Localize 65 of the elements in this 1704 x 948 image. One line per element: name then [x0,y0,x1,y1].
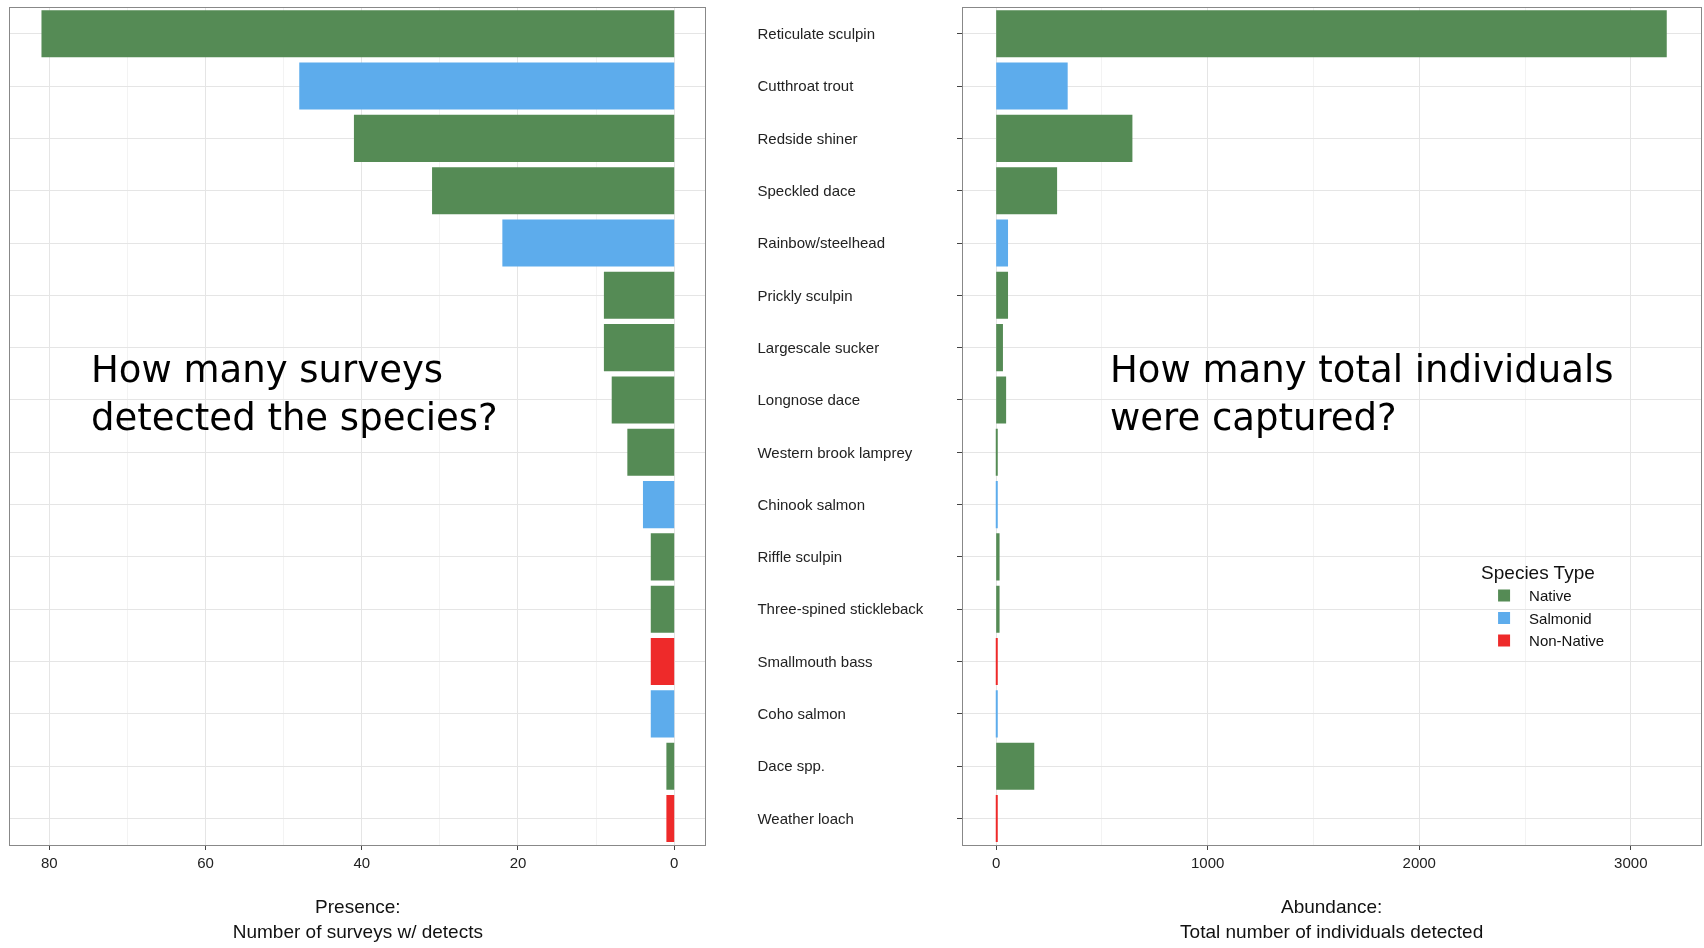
bar [650,585,675,633]
bar [353,114,675,162]
legend-label: Non-Native [1529,632,1605,650]
y-tick-label: Redside shiner [757,129,858,147]
bar [650,638,675,686]
bar [432,167,675,215]
y-tick-label: Smallmouth bass [757,652,873,670]
bar [995,638,998,686]
y-tick-label: Longnose dace [757,391,861,409]
x-tick-label: 0 [992,853,1001,871]
legend-label: Native [1529,587,1572,605]
bar [502,219,675,267]
annotation: How many total individuals were captured? [1110,348,1614,440]
x-tick-label: 2000 [1402,853,1436,871]
bar [996,533,1000,581]
x-tick-label: 60 [197,853,214,871]
x-tick-label: 0 [670,853,679,871]
y-tick-label: Coho salmon [757,705,846,723]
bar [996,114,1133,162]
x-tick-label: 1000 [1191,853,1225,871]
legend-label: Salmonid [1529,609,1592,627]
y-tick-label: Three-spined stickleback [757,600,924,618]
y-tick-label: Rainbow/steelhead [757,234,886,252]
bar [611,376,675,424]
y-tick-label: Chinook salmon [757,495,866,513]
bar [996,324,1003,372]
x-axis-title: Abundance: Total number of individuals detected [1180,896,1484,943]
y-tick-label: Speckled dace [757,181,856,199]
bar [603,271,675,319]
bar [995,690,998,738]
y-tick-label: Weather loach [757,809,854,827]
bar [996,10,1667,58]
bar [995,481,998,529]
y-tick-label: Dace spp. [757,757,825,775]
x-axis-title: Presence: Number of surveys w/ detects [232,896,483,943]
bar [996,219,1009,267]
y-tick-label: Riffle sculpin [757,548,843,566]
x-tick-label: 40 [353,853,371,871]
y-tick-label: Cutthroat trout [757,77,855,95]
y-tick-label: Western brook lamprey [757,443,913,461]
bar [299,62,675,110]
bar [996,62,1068,110]
bar [996,742,1035,790]
y-tick-label: Reticulate sculpin [757,24,876,42]
bar [627,428,675,476]
bar [996,376,1007,424]
bar [996,585,1000,633]
annotation: How many surveys detected the species? [91,348,498,440]
legend-title: Species Type [1481,562,1595,584]
bar [996,167,1058,215]
bar [642,481,675,529]
bar [666,794,675,843]
bar [41,10,675,58]
bar [650,533,675,581]
bar [996,271,1009,319]
bar [995,428,998,476]
y-tick-label: Prickly sculpin [757,286,853,304]
bar [650,690,675,738]
x-tick-label: 80 [40,853,58,871]
bar [666,742,675,790]
bar [603,324,675,372]
x-tick-label: 3000 [1614,853,1648,871]
y-tick-label: Largescale sucker [757,338,880,356]
bar [995,794,998,843]
x-tick-label: 20 [509,853,527,871]
